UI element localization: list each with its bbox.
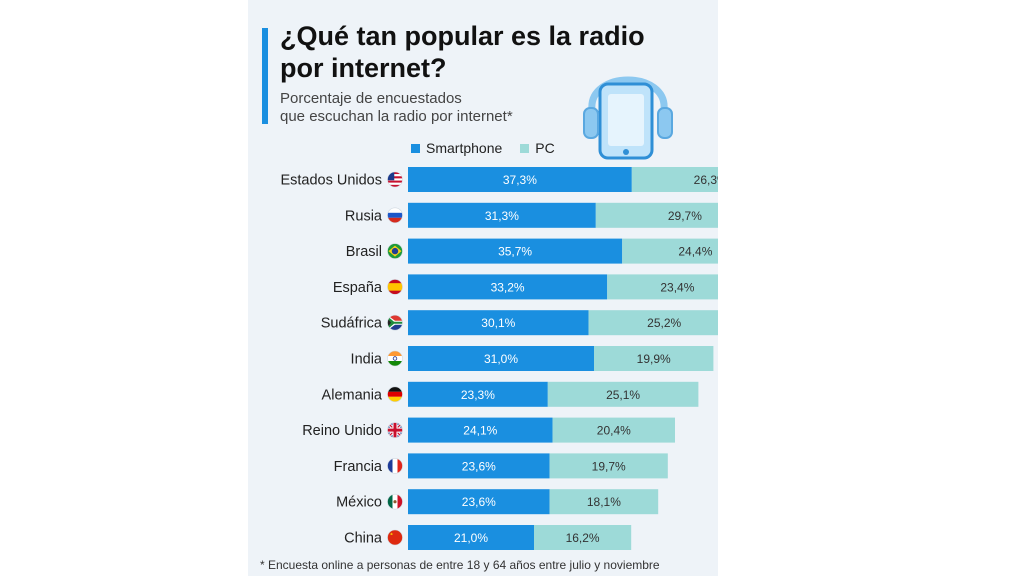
legend-item-smartphone: Smartphone [411,140,502,156]
flag-icon-es [387,279,403,295]
bar-row: 30,1% 25,2% Sudáfrica [321,310,718,336]
value-label-pc: 25,1% [606,388,640,402]
legend-label-smartphone: Smartphone [426,140,503,156]
value-label-smartphone: 21,0% [454,531,488,545]
bar-smartphone [408,167,632,192]
chart-legend: Smartphone PC [411,139,573,157]
bar-smartphone [408,417,553,443]
bar-row: 23,6% 18,1% México [336,489,659,515]
value-label-pc: 20,4% [597,424,631,438]
category-label: España [333,280,383,296]
bar-smartphone [408,202,596,228]
bar-pc [552,417,675,443]
bar-row: 23,3% 25,1% Alemania [322,381,699,407]
category-label: Brasil [346,244,382,260]
value-label-smartphone: 23,6% [462,495,496,509]
bar-pc [594,346,714,371]
bar-row: 21,0% 16,2% China [344,525,632,550]
bar-pc [549,489,659,515]
smartphone-headphones-icon [583,76,673,160]
value-label-smartphone: 35,7% [498,245,532,259]
flag-icon-in [387,350,403,367]
bar-smartphone [408,453,550,479]
bar-smartphone [408,381,548,407]
value-label-smartphone: 24,1% [463,424,497,438]
value-label-smartphone: 23,6% [462,459,496,473]
bar-row: 23,6% 19,7% Francia [334,453,668,479]
category-label: Rusia [345,208,383,224]
bar-pc [631,167,718,192]
bar-smartphone [408,238,623,264]
bar-row: 37,3% 26,3% Estados Unidos [280,167,718,192]
bar-smartphone [408,274,608,300]
chart-subtitle: Porcentaje de encuestados que escuchan la… [280,90,540,126]
bar-smartphone [408,310,589,336]
bar-row: 33,2% 23,4% España [333,274,718,300]
value-label-pc: 29,7% [668,209,702,223]
category-label: México [336,495,382,511]
value-label-pc: 24,4% [678,245,712,259]
value-label-pc: 26,3% [694,173,718,187]
bar-row: 31,0% 19,9% India [351,346,714,371]
bar-pc [595,202,718,228]
category-label: Francia [334,459,383,475]
value-label-smartphone: 30,1% [481,316,515,330]
bar-pc [534,525,632,550]
flag-icon-mx [387,493,403,510]
subtitle-line-1: Porcentaje de encuestados [280,90,462,107]
bar-pc [549,453,668,479]
bar-pc [547,381,699,407]
value-label-smartphone: 31,3% [485,209,519,223]
value-label-smartphone: 31,0% [484,352,518,366]
chart-title: ¿Qué tan popular es la radio por interne… [280,21,645,83]
category-label: Sudáfrica [321,316,383,332]
infographic-card: ¿Qué tan popular es la radio por interne… [248,0,718,576]
value-label-pc: 25,2% [647,316,681,330]
flag-icon-cn [387,529,403,546]
bar-smartphone [408,525,534,550]
bar-pc [622,238,718,264]
bar-chart: 37,3%26,3%Estados Unidos31,3%29,7%Rusia3… [280,167,718,550]
category-label: Alemania [322,387,383,403]
value-label-pc: 18,1% [587,495,621,509]
flag-icon-fr [387,458,403,474]
footnote: * Encuesta online a personas de entre 18… [260,558,660,572]
bar-row: 24,1% 20,4% Reino Unido [302,417,675,443]
subtitle-line-2: que escuchan la radio por internet* [280,108,513,125]
bar-row: 31,3% 29,7% Rusia [345,202,718,228]
category-label: China [344,531,383,547]
value-label-smartphone: 33,2% [491,280,525,294]
value-label-smartphone: 37,3% [503,173,537,187]
value-label-pc: 23,4% [660,280,694,294]
flag-icon-ru [387,207,403,224]
flag-icon-de [387,386,403,403]
bar-smartphone [408,346,594,371]
legend-swatch-pc [520,143,530,153]
category-label: Estados Unidos [280,173,382,189]
flag-icon-za [387,314,403,331]
category-label: India [351,352,383,368]
value-label-smartphone: 23,3% [461,388,495,402]
flag-icon-br [387,243,403,259]
value-label-pc: 19,7% [592,459,626,473]
legend-item-pc: PC [520,140,555,156]
flag-icon-us [387,171,403,188]
bar-row: 35,7% 24,4% Brasil [346,238,718,264]
bar-pc [588,310,718,336]
legend-label-pc: PC [535,140,555,156]
value-label-pc: 16,2% [566,531,600,545]
flag-icon-gb [387,422,403,438]
value-label-pc: 19,9% [637,352,671,366]
category-label: Reino Unido [302,423,382,439]
bar-pc [607,274,718,300]
legend-swatch-smartphone [411,143,420,153]
title-accent-bar [262,28,268,124]
bar-smartphone [408,489,550,515]
